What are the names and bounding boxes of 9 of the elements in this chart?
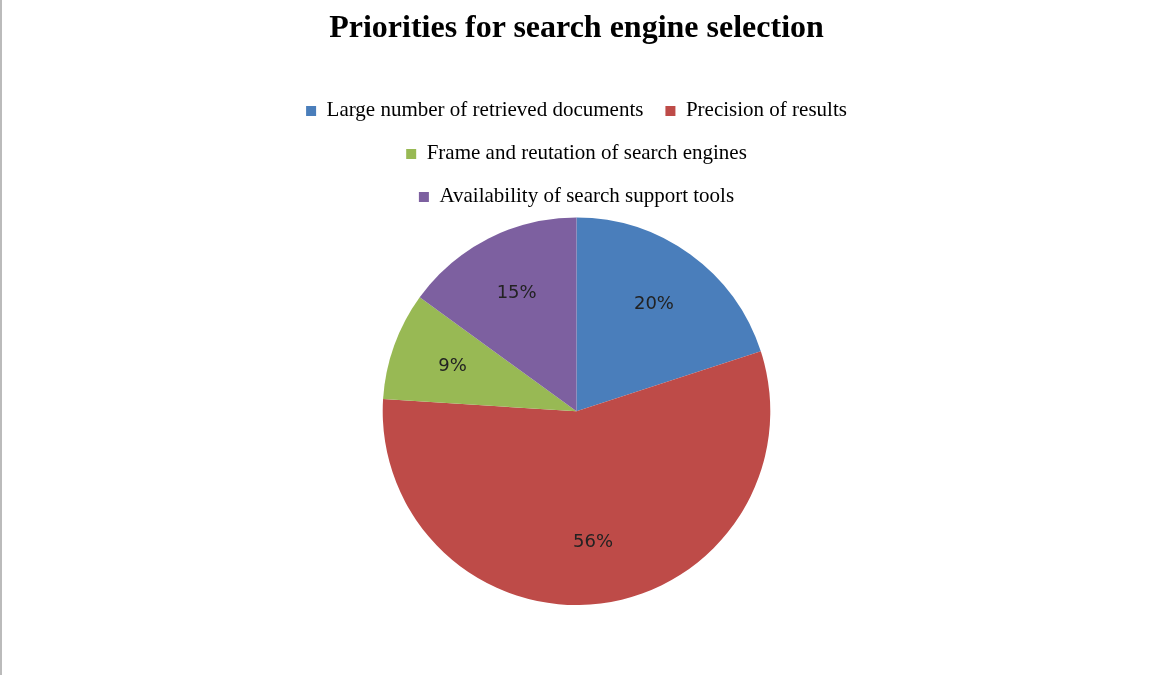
- legend-label: Availability of search support tools: [439, 183, 735, 208]
- data-label: 56%: [573, 529, 614, 551]
- data-label: 20%: [633, 292, 674, 314]
- legend-label: Frame and reutation of search engines: [426, 140, 747, 165]
- data-label: 15%: [496, 281, 537, 303]
- chart-title: Priorities for search engine selection: [329, 8, 825, 45]
- legend-label: Large number of retrieved documents: [326, 97, 644, 122]
- data-label: 9%: [438, 354, 467, 376]
- legend-label: Precision of results: [685, 97, 847, 122]
